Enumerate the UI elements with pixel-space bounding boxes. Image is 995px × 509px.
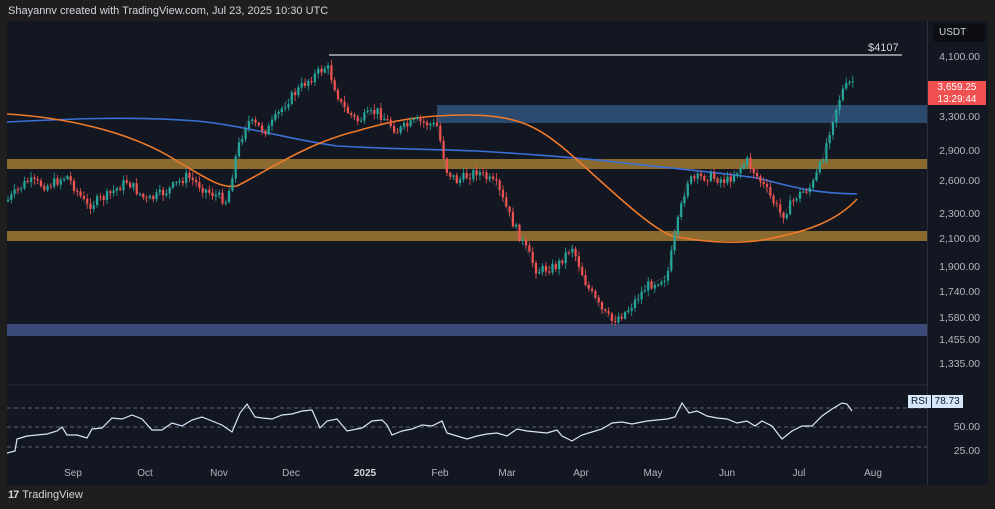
- time-tick: Feb: [431, 468, 449, 479]
- time-tick: Oct: [137, 468, 153, 479]
- tradingview-brand[interactable]: 17 TradingView: [8, 489, 83, 501]
- price-tick: 1,455.00: [939, 334, 980, 346]
- time-tick: May: [643, 468, 663, 479]
- rsi-value-tag: RSI 78.73: [908, 395, 963, 408]
- price-chart[interactable]: [7, 21, 927, 485]
- last-price: 3,659.25: [937, 82, 977, 93]
- rsi-tick: 25.00: [953, 445, 980, 457]
- time-tick: Aug: [864, 468, 882, 479]
- bar-countdown: 13:29:44: [937, 93, 977, 105]
- time-tick: Apr: [573, 468, 589, 479]
- ma-orange-line: [7, 113, 858, 243]
- demand-zone: [7, 324, 927, 336]
- chart-panel[interactable]: [7, 21, 927, 485]
- time-tick: Nov: [210, 468, 228, 479]
- price-tick: 1,580.00: [939, 312, 980, 324]
- price-tick: 3,300.00: [939, 111, 980, 123]
- rsi-tick: 50.00: [953, 421, 980, 433]
- time-tick: Jun: [718, 468, 736, 479]
- resistance-zone: [7, 159, 927, 169]
- price-tick: 4,100.00: [939, 51, 980, 63]
- supply-zone: [437, 105, 927, 123]
- currency-label[interactable]: USDT: [933, 24, 985, 42]
- time-tick: 2025: [353, 468, 377, 479]
- candles: [7, 65, 853, 322]
- time-tick: Jul: [792, 468, 806, 479]
- price-tick: 1,335.00: [939, 358, 980, 370]
- rsi-value: 78.73: [931, 395, 963, 408]
- support-zone: [7, 231, 927, 241]
- price-tick: 1,900.00: [939, 261, 980, 273]
- time-tick: Mar: [498, 468, 516, 479]
- price-tick: 2,600.00: [939, 175, 980, 187]
- candle-bodies: [7, 59, 854, 326]
- last-price-tag: 3,659.25 13:29:44: [928, 81, 986, 105]
- price-tick: 1,740.00: [939, 286, 980, 298]
- price-tick: 2,300.00: [939, 208, 980, 220]
- high-level-label: $4107: [868, 42, 899, 54]
- ma-blue-line: [7, 117, 858, 195]
- time-tick: Dec: [282, 468, 300, 479]
- rsi-label: RSI: [908, 395, 932, 408]
- tradingview-logo-icon: 17: [8, 489, 19, 501]
- rsi-line: [7, 401, 853, 454]
- chart-caption: Shayannv created with TradingView.com, J…: [8, 5, 329, 17]
- price-tick: 2,100.00: [939, 233, 980, 245]
- time-tick: Sep: [64, 468, 82, 479]
- price-tick: 2,900.00: [939, 145, 980, 157]
- brand-name: TradingView: [22, 489, 83, 501]
